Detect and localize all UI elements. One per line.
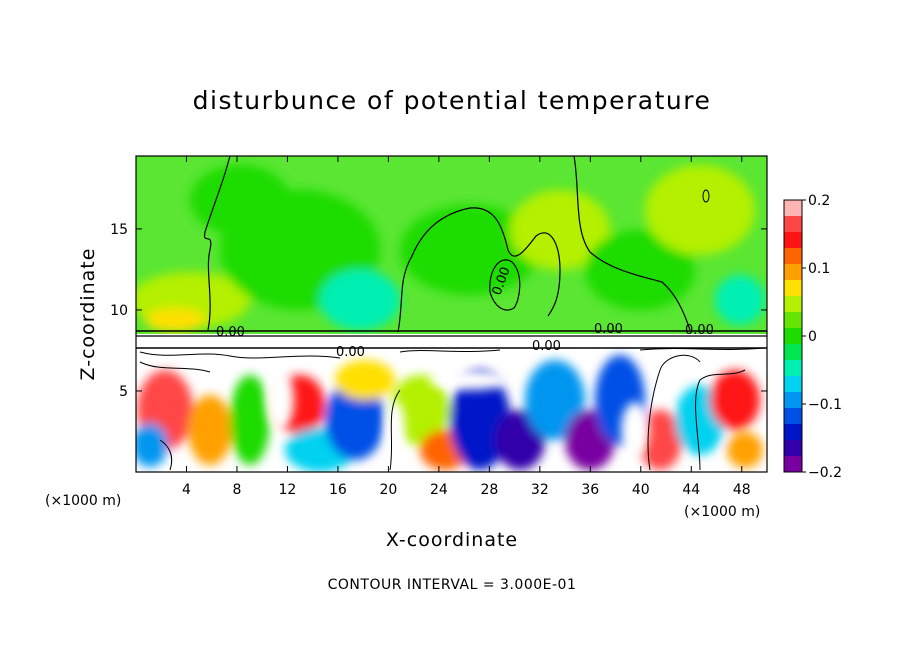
colorbar-band (784, 200, 802, 217)
plot-area: 0.00 0.00 0.00 0.00 0.00 0.00 (136, 156, 767, 472)
x-tick-label: 24 (430, 482, 448, 498)
contour-label: 0.00 (532, 339, 561, 354)
contour-interval-note: CONTOUR INTERVAL = 3.000E-01 (327, 577, 577, 593)
x-tick-label: 8 (232, 482, 241, 498)
colorbar-band (784, 328, 802, 345)
y-tick-label: 10 (110, 303, 128, 319)
colorbar-band (784, 456, 802, 473)
x-tick-label: 28 (480, 482, 498, 498)
lower-whites (266, 370, 649, 460)
chart-title: disturbunce of potential temperature (192, 86, 712, 115)
x-axis-unit-left: (×1000 m) (45, 493, 121, 509)
colorbar-tick-label: 0.2 (808, 193, 830, 209)
x-tick-label: 12 (279, 482, 297, 498)
colorbar-band (784, 408, 802, 425)
x-axis-label: X-coordinate (386, 529, 518, 551)
colorbar-band (784, 376, 802, 393)
colorbar-band (784, 392, 802, 409)
x-tick-label: 48 (733, 482, 751, 498)
colorbar-band (784, 264, 802, 281)
contour-label: 0.00 (594, 322, 623, 337)
colorbar-band (784, 440, 802, 457)
x-tick-label: 20 (379, 482, 397, 498)
colorbar-band (784, 360, 802, 377)
contour-label: 0.00 (336, 345, 365, 360)
colorbar-band (784, 296, 802, 313)
colorbar-band (784, 216, 802, 233)
colorbar-band (784, 248, 802, 265)
upper-patches (136, 165, 765, 332)
x-tick-label: 32 (531, 482, 549, 498)
lower-contours (139, 347, 766, 471)
x-axis-ticks: 4 8 12 16 20 24 28 32 36 40 44 48 (182, 156, 751, 498)
x-axis-unit-right: (×1000 m) (684, 504, 760, 520)
colorbar-band (784, 424, 802, 441)
x-tick-label: 44 (682, 482, 700, 498)
contour-line-upper-2 (397, 207, 561, 333)
x-tick-label: 4 (182, 482, 191, 498)
contour-label: 0.00 (216, 325, 245, 340)
colorbar: 0.2 0.1 0 −0.1 −0.2 (783, 193, 842, 481)
contour-label: 0.00 (685, 323, 714, 338)
colorbar-band (784, 344, 802, 361)
colorbar-band (784, 280, 802, 297)
contour-line-upper-1 (203, 156, 231, 331)
y-tick-label: 15 (110, 222, 128, 238)
x-tick-label: 16 (329, 482, 347, 498)
colorbar-tick-label: −0.1 (808, 397, 842, 413)
contour-line-upper-5 (702, 189, 710, 203)
y-tick-label: 5 (119, 384, 128, 400)
x-tick-label: 36 (581, 482, 599, 498)
y-axis-label: Z-coordinate (77, 248, 99, 381)
contour-line-upper-3 (573, 156, 691, 331)
plot-frame (135, 155, 768, 473)
colorbar-tick-label: 0 (808, 329, 817, 345)
x-tick-label: 40 (632, 482, 650, 498)
y-axis-ticks: 5 10 15 (110, 222, 767, 400)
colorbar-band (784, 232, 802, 249)
colorbar-band (784, 312, 802, 329)
colorbar-tick-label: 0.1 (808, 261, 830, 277)
contour-line-upper-4 (489, 259, 521, 311)
colorbar-tick-label: −0.2 (808, 465, 842, 481)
